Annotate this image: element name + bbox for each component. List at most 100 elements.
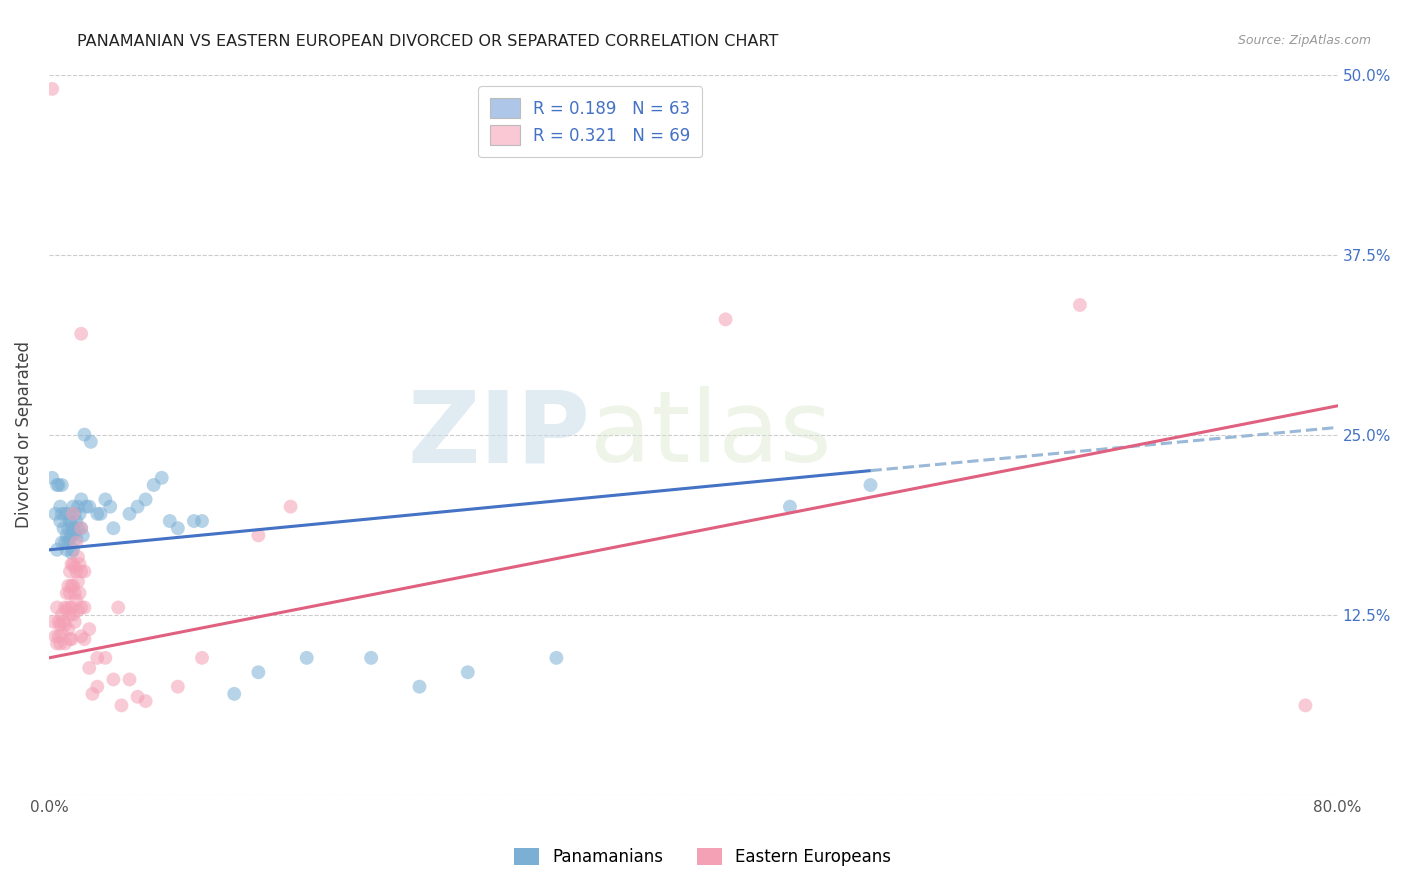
Point xyxy=(150,471,173,485)
Legend: R = 0.189   N = 63, R = 0.321   N = 69: R = 0.189 N = 63, R = 0.321 N = 69 xyxy=(478,87,702,157)
Point xyxy=(66,521,89,535)
Point xyxy=(280,500,302,514)
Point xyxy=(53,636,76,650)
Point xyxy=(51,507,73,521)
Point xyxy=(63,615,86,629)
Point xyxy=(94,492,117,507)
Point xyxy=(82,687,104,701)
Point xyxy=(55,542,77,557)
Point xyxy=(69,586,91,600)
Text: Source: ZipAtlas.com: Source: ZipAtlas.com xyxy=(1237,34,1371,47)
Point xyxy=(60,528,83,542)
Point xyxy=(69,558,91,572)
Point xyxy=(65,593,87,607)
Point xyxy=(86,507,108,521)
Point xyxy=(69,507,91,521)
Point xyxy=(86,680,108,694)
Point xyxy=(70,326,93,341)
Point xyxy=(135,492,157,507)
Point xyxy=(44,507,66,521)
Point xyxy=(73,632,96,647)
Point xyxy=(63,507,86,521)
Point xyxy=(103,521,125,535)
Point xyxy=(86,651,108,665)
Point xyxy=(779,500,801,514)
Point xyxy=(60,632,83,647)
Point xyxy=(51,535,73,549)
Legend: Panamanians, Eastern Europeans: Panamanians, Eastern Europeans xyxy=(508,841,898,873)
Point xyxy=(70,565,93,579)
Point xyxy=(51,478,73,492)
Point xyxy=(52,615,75,629)
Point xyxy=(142,478,165,492)
Point xyxy=(58,521,80,535)
Point xyxy=(62,607,84,622)
Point xyxy=(48,478,70,492)
Text: PANAMANIAN VS EASTERN EUROPEAN DIVORCED OR SEPARATED CORRELATION CHART: PANAMANIAN VS EASTERN EUROPEAN DIVORCED … xyxy=(77,34,779,49)
Point xyxy=(49,636,72,650)
Point xyxy=(66,500,89,514)
Point xyxy=(66,549,89,564)
Point xyxy=(135,694,157,708)
Point xyxy=(1069,298,1091,312)
Point xyxy=(127,690,149,704)
Point xyxy=(166,521,188,535)
Point xyxy=(77,622,100,636)
Point xyxy=(70,521,93,535)
Point xyxy=(70,521,93,535)
Point xyxy=(191,514,214,528)
Point xyxy=(58,600,80,615)
Text: atlas: atlas xyxy=(591,386,832,483)
Point xyxy=(73,565,96,579)
Point xyxy=(62,579,84,593)
Point xyxy=(52,521,75,535)
Point xyxy=(103,673,125,687)
Point xyxy=(191,651,214,665)
Point xyxy=(58,622,80,636)
Point xyxy=(46,600,69,615)
Point xyxy=(247,665,270,680)
Point xyxy=(49,500,72,514)
Point xyxy=(46,636,69,650)
Point xyxy=(49,514,72,528)
Point xyxy=(70,600,93,615)
Point xyxy=(60,558,83,572)
Point xyxy=(48,615,70,629)
Point xyxy=(59,632,82,647)
Point xyxy=(118,673,141,687)
Point xyxy=(62,542,84,557)
Text: ZIP: ZIP xyxy=(408,386,591,483)
Point xyxy=(75,500,97,514)
Point xyxy=(62,558,84,572)
Point xyxy=(65,565,87,579)
Point xyxy=(58,535,80,549)
Point xyxy=(41,82,63,96)
Point xyxy=(183,514,205,528)
Point xyxy=(59,514,82,528)
Point xyxy=(59,565,82,579)
Point xyxy=(859,478,882,492)
Point xyxy=(224,687,246,701)
Point xyxy=(94,651,117,665)
Point xyxy=(59,586,82,600)
Point xyxy=(127,500,149,514)
Point xyxy=(295,651,318,665)
Point xyxy=(73,600,96,615)
Point xyxy=(58,507,80,521)
Point xyxy=(46,542,69,557)
Point xyxy=(457,665,479,680)
Point xyxy=(62,521,84,535)
Point xyxy=(159,514,181,528)
Point xyxy=(107,600,129,615)
Point xyxy=(58,579,80,593)
Point xyxy=(546,651,568,665)
Point xyxy=(49,617,72,632)
Point xyxy=(110,698,132,713)
Point xyxy=(118,507,141,521)
Point xyxy=(60,546,83,560)
Point xyxy=(77,500,100,514)
Point xyxy=(77,661,100,675)
Point xyxy=(41,471,63,485)
Point xyxy=(44,629,66,643)
Point xyxy=(53,535,76,549)
